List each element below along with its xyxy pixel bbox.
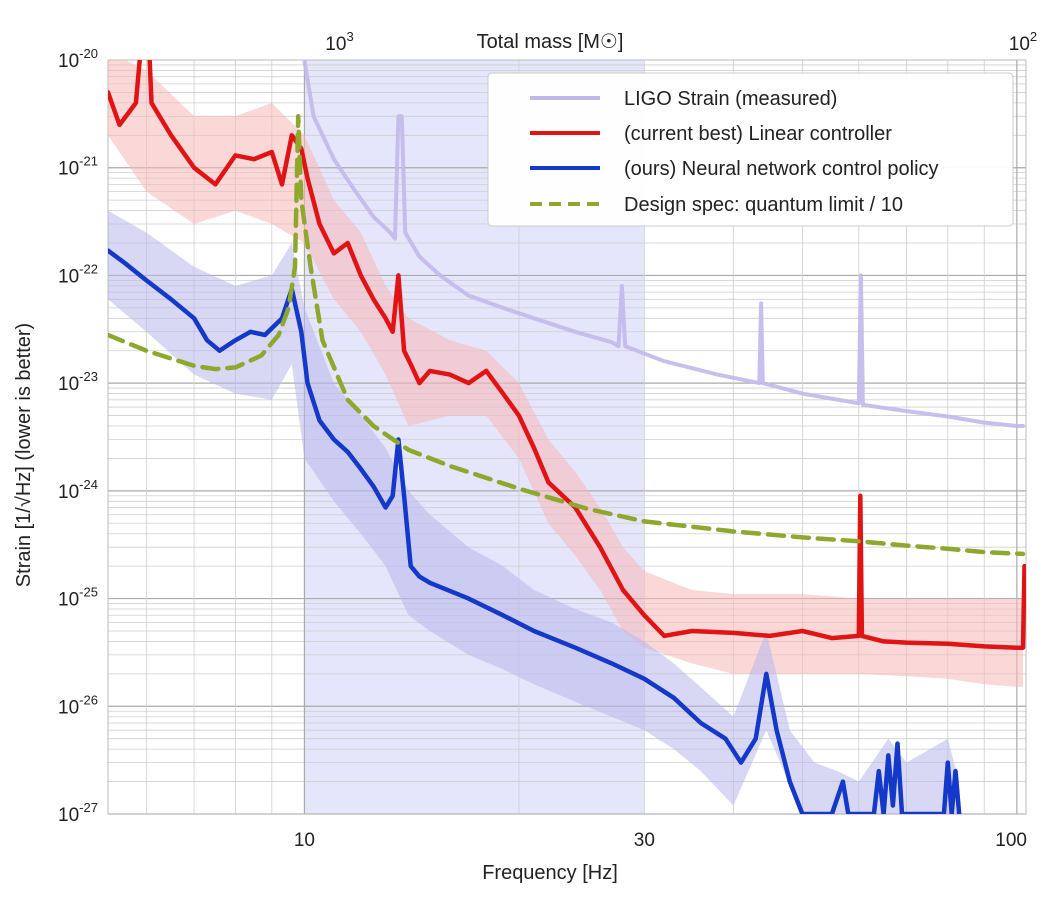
top-tick-label: 102 bbox=[1009, 29, 1037, 55]
legend-label-design-spec: Design spec: quantum limit / 10 bbox=[624, 194, 903, 216]
y-tick-label: 10-21 bbox=[58, 154, 98, 180]
legend: LIGO Strain (measured) (current best) Li… bbox=[487, 72, 1014, 227]
y-tick-label: 10-23 bbox=[58, 369, 98, 395]
tick-labels: 10-20 10-21 10-22 10-23 10-24 10-25 10-26 10-27… bbox=[58, 29, 1037, 851]
legend-box bbox=[487, 72, 1014, 227]
y-tick-label: 10-25 bbox=[58, 585, 98, 611]
legend-label-neural: (ours) Neural network control policy bbox=[624, 158, 939, 180]
legend-label-ligo: LIGO Strain (measured) bbox=[624, 88, 837, 110]
x-tick-label: 30 bbox=[634, 830, 655, 851]
plot-frame bbox=[107, 59, 1027, 815]
linear-controller-line bbox=[108, 60, 1026, 650]
confidence-bands bbox=[108, 60, 1023, 814]
neural-policy-line bbox=[108, 248, 962, 814]
y-axis-label: Strain [1/√Hz] (lower is better) bbox=[13, 323, 35, 587]
x-tick-label: 100 bbox=[995, 830, 1027, 851]
y-tick-label: 10-26 bbox=[58, 692, 98, 718]
y-tick-label: 10-22 bbox=[58, 261, 98, 287]
top-tick-label: 103 bbox=[325, 29, 353, 55]
x-tick-label: 10 bbox=[294, 830, 315, 851]
top-axis-label: Total mass [M☉] bbox=[477, 31, 624, 53]
neural-policy-band bbox=[108, 210, 960, 814]
y-tick-label: 10-20 bbox=[58, 46, 98, 72]
series-lines bbox=[108, 60, 1026, 814]
x-axis-label: Frequency [Hz] bbox=[482, 862, 618, 884]
legend-label-linear: (current best) Linear controller bbox=[624, 123, 892, 145]
design-spec-line bbox=[108, 114, 1026, 557]
linear-controller-band bbox=[108, 60, 1023, 688]
ligo-strain-line bbox=[302, 60, 1025, 428]
y-tick-label: 10-27 bbox=[58, 800, 98, 826]
y-tick-label: 10-24 bbox=[58, 477, 98, 503]
